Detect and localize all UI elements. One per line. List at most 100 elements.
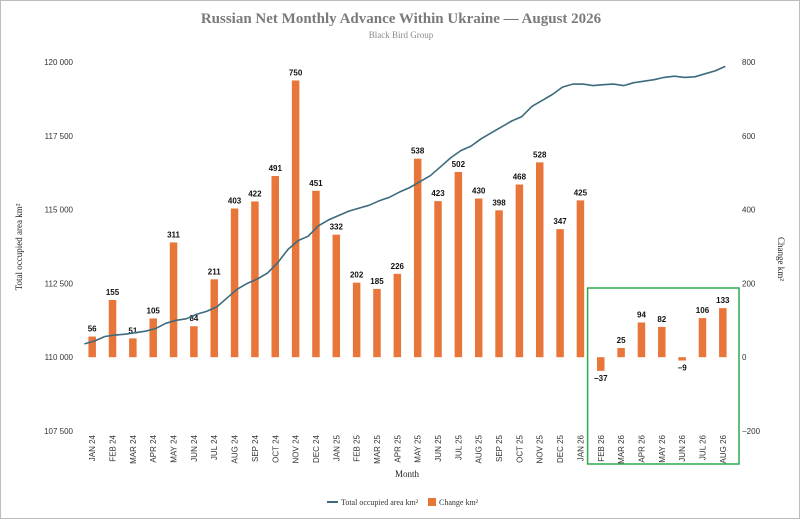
bar xyxy=(434,201,442,358)
bar-value-label: 51 xyxy=(128,326,137,335)
bar xyxy=(129,338,137,358)
x-tick-label: MAR 24 xyxy=(129,434,138,463)
chart-subtitle: Black Bird Group xyxy=(369,30,434,40)
highlight-layer xyxy=(586,287,740,465)
bar-value-label: 347 xyxy=(553,217,567,226)
bar-value-label: 528 xyxy=(533,150,547,159)
bar xyxy=(149,318,157,358)
bar-value-label: 94 xyxy=(637,311,646,320)
bar-value-label: 398 xyxy=(492,198,506,207)
bar xyxy=(210,279,218,358)
bar-value-label: 185 xyxy=(370,277,384,286)
bar xyxy=(190,326,198,358)
bar xyxy=(597,357,605,371)
bar xyxy=(617,347,625,358)
x-tick-label: APR 26 xyxy=(637,434,646,462)
x-tick-label: JUL 25 xyxy=(454,434,463,460)
left-tick-label: 120 000 xyxy=(44,58,73,67)
bar-value-label: 332 xyxy=(330,223,344,232)
bar-value-label: 82 xyxy=(657,315,666,324)
bar xyxy=(556,229,564,358)
bar-value-label: −9 xyxy=(678,364,688,373)
bar-value-label: 202 xyxy=(350,271,364,280)
bar xyxy=(495,210,503,358)
right-tick-label: −200 xyxy=(742,427,761,436)
y-axis-label-left: Total occupied area km² xyxy=(14,203,24,290)
left-axis-ticks: 107 500 110 000 112 500 115 000 117 500 120 0… xyxy=(44,58,73,436)
bar xyxy=(169,242,178,358)
bar-value-label: 105 xyxy=(147,306,161,315)
bar-value-label: 425 xyxy=(574,188,588,197)
bar xyxy=(535,162,544,358)
right-tick-label: 800 xyxy=(742,58,756,67)
chart-legend: Total occupied area km² Change km² xyxy=(327,498,479,507)
bar xyxy=(678,357,686,361)
bar-value-label: 502 xyxy=(452,160,466,169)
x-tick-label: NOV 25 xyxy=(536,434,545,463)
x-tick-label: JAN 24 xyxy=(88,434,97,461)
bar xyxy=(719,308,727,358)
bar xyxy=(271,176,280,358)
x-tick-label: FEB 24 xyxy=(109,434,118,461)
bar xyxy=(698,318,707,358)
x-tick-label: MAR 26 xyxy=(617,434,626,463)
bar-value-label: 56 xyxy=(88,325,97,334)
right-tick-label: 600 xyxy=(742,132,756,141)
highlight-box xyxy=(586,287,740,465)
right-axis-ticks: −200 0 200 400 600 800 xyxy=(742,58,761,436)
bar-value-label: 25 xyxy=(617,336,626,345)
x-tick-label: SEP 24 xyxy=(251,434,260,462)
bar xyxy=(474,198,483,358)
bar xyxy=(393,273,402,358)
legend-bar-label: Change km² xyxy=(439,498,479,507)
bar-value-label: 403 xyxy=(228,196,242,205)
left-tick-label: 112 500 xyxy=(45,279,74,288)
bar xyxy=(312,190,320,358)
y-axis-label-right: Change km² xyxy=(776,237,786,281)
left-tick-label: 115 000 xyxy=(45,206,74,215)
bar xyxy=(332,234,341,358)
bar-value-label: 106 xyxy=(696,306,710,315)
right-tick-label: 400 xyxy=(742,206,756,215)
x-tick-label: OCT 25 xyxy=(515,434,524,462)
bar xyxy=(352,282,361,358)
x-tick-label: AUG 26 xyxy=(719,434,728,463)
right-tick-label: 200 xyxy=(742,279,756,288)
x-tick-label: DEC 25 xyxy=(556,434,565,463)
bar-value-label: 311 xyxy=(167,230,180,239)
x-tick-label: JUL 24 xyxy=(210,434,219,460)
bar-value-label: 133 xyxy=(716,296,730,305)
x-tick-label: DEC 24 xyxy=(312,434,321,463)
left-tick-label: 107 500 xyxy=(44,427,73,436)
x-tick-label: APR 25 xyxy=(393,434,402,462)
x-tick-label: JAN 26 xyxy=(576,434,585,461)
bar-value-label: 422 xyxy=(248,189,262,198)
bar-value-label: 491 xyxy=(269,164,283,173)
bar xyxy=(576,200,585,358)
bar-value-label: 750 xyxy=(289,68,303,77)
bar xyxy=(88,336,96,358)
x-axis-label: Month xyxy=(395,469,420,479)
x-tick-label: OCT 24 xyxy=(271,434,280,462)
x-tick-label: JAN 25 xyxy=(332,434,341,461)
bar xyxy=(454,171,463,358)
bar xyxy=(637,322,646,358)
left-tick-label: 110 000 xyxy=(45,353,74,362)
bar xyxy=(230,208,239,358)
bar-series xyxy=(88,80,727,371)
x-tick-label: JUL 26 xyxy=(698,434,707,460)
x-tick-label: NOV 24 xyxy=(292,434,301,463)
legend-bar-swatch xyxy=(428,498,436,506)
bar-value-label: 468 xyxy=(513,173,527,182)
x-tick-label: MAY 26 xyxy=(658,434,667,462)
bar xyxy=(658,326,666,358)
bar xyxy=(291,80,300,358)
right-tick-label: 0 xyxy=(742,353,747,362)
x-tick-label: APR 24 xyxy=(149,434,158,462)
total-area-line xyxy=(84,65,726,345)
bar xyxy=(108,300,117,358)
bar xyxy=(373,288,381,358)
bar-value-label: 423 xyxy=(431,189,445,198)
